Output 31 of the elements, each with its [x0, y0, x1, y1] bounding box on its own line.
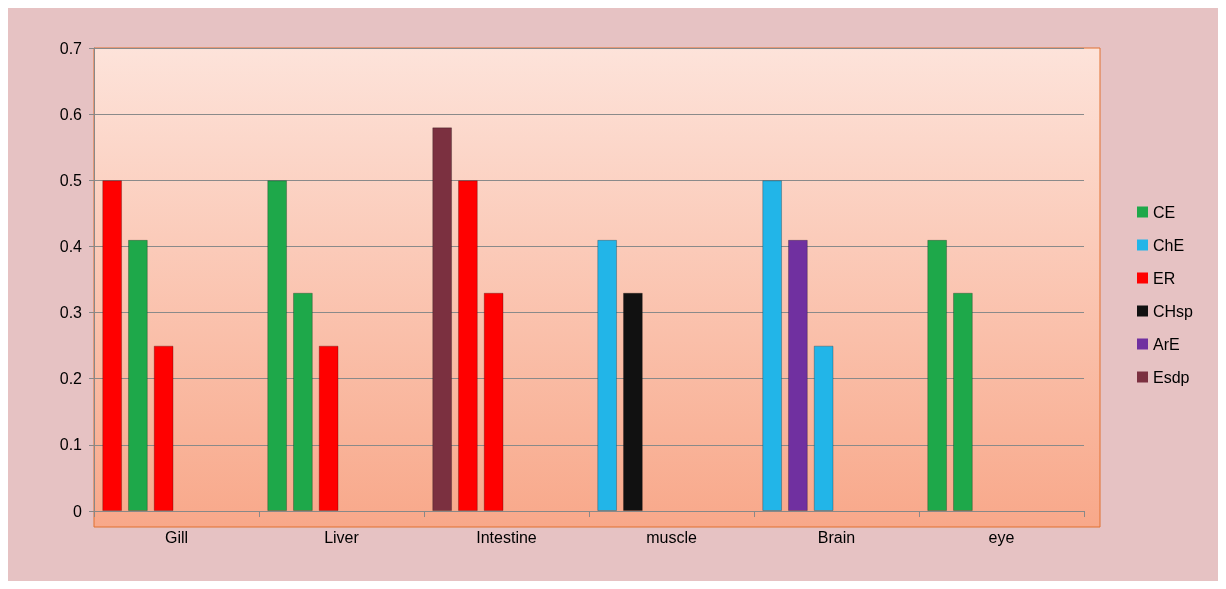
y-tick-label: 0.4	[59, 237, 83, 255]
x-tick-label: Brain	[817, 528, 856, 546]
x-tick-label: Intestine	[476, 528, 537, 546]
bar	[318, 345, 339, 511]
bar	[622, 292, 643, 511]
bar	[952, 292, 973, 511]
legend-label: CE	[1152, 203, 1176, 221]
bar	[762, 180, 783, 511]
y-tick-label: 0.3	[59, 304, 83, 322]
y-tick-label: 0.2	[59, 370, 83, 388]
bar	[153, 345, 174, 511]
y-tick-label: 0.6	[59, 105, 83, 123]
y-tick-label: 0.1	[59, 436, 83, 454]
bar	[432, 127, 453, 511]
x-tick-label: Liver	[324, 528, 360, 546]
bar	[483, 292, 504, 511]
legend-label: ER	[1152, 269, 1176, 287]
y-tick-label: 0	[73, 502, 83, 520]
y-tick-label: 0.5	[59, 171, 83, 189]
legend-label: Esdp	[1152, 368, 1190, 386]
bar	[597, 239, 618, 511]
bar	[292, 292, 313, 511]
x-tick-label: muscle	[646, 528, 697, 546]
legend-label: ChE	[1152, 236, 1185, 254]
x-tick-label: eye	[988, 528, 1015, 546]
bar	[127, 239, 148, 511]
bar	[787, 239, 808, 511]
x-tick-label: Gill	[164, 528, 189, 546]
legend-label: ArE	[1152, 335, 1180, 353]
legend-label: CHsp	[1152, 302, 1194, 320]
y-tick-label: 0.7	[59, 39, 83, 57]
